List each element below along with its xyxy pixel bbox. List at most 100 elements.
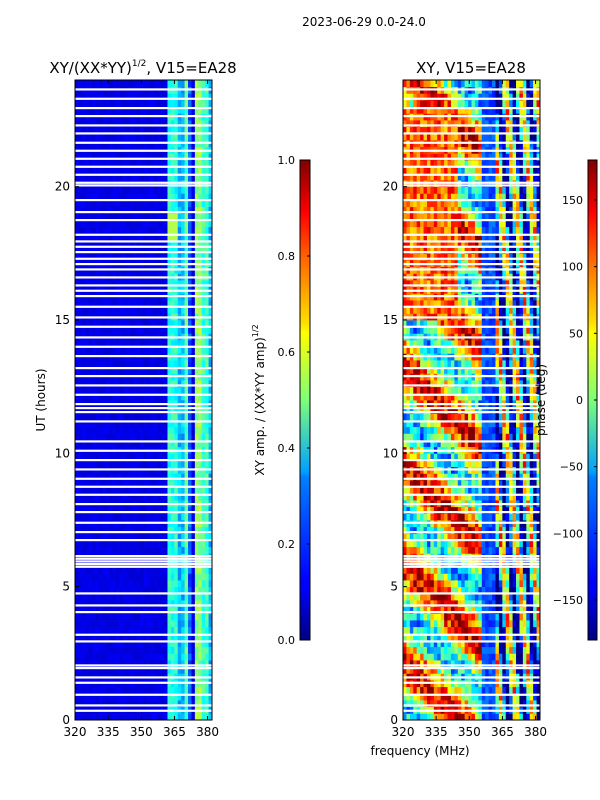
heatmap-cell — [85, 573, 90, 581]
heatmap-cell — [533, 620, 537, 628]
heatmap-cell — [95, 246, 100, 254]
flagged-row — [75, 420, 212, 423]
heatmap-cell — [85, 340, 90, 348]
heatmap-cell — [133, 473, 138, 481]
heatmap-cell — [184, 473, 189, 481]
heatmap-cell — [450, 633, 455, 641]
heatmap-cell — [205, 533, 209, 541]
heatmap-cell — [98, 646, 103, 654]
heatmap-cell — [181, 106, 185, 114]
heatmap-cell — [471, 633, 476, 641]
left-colorbar-ticks: 0.00.20.40.60.81.0 — [278, 154, 310, 647]
heatmap-cell — [129, 360, 134, 368]
heatmap-cell — [205, 306, 209, 314]
heatmap-cell — [75, 593, 79, 601]
heatmap-cell — [95, 206, 100, 214]
heatmap-cell — [153, 153, 158, 161]
heatmap-cell — [112, 646, 117, 654]
heatmap-cell — [167, 166, 172, 174]
heatmap-cell — [136, 106, 141, 114]
heatmap-cell — [205, 433, 209, 441]
heatmap-cell — [112, 426, 117, 434]
flagged-row — [75, 633, 212, 636]
heatmap-cell — [102, 666, 107, 674]
heatmap-cell — [170, 160, 175, 168]
heatmap-cell — [133, 106, 138, 114]
heatmap-cell — [164, 233, 168, 241]
heatmap-cell — [105, 700, 110, 708]
heatmap-cell — [536, 660, 540, 668]
heatmap-cell — [174, 206, 179, 214]
heatmap-cell — [122, 300, 127, 308]
heatmap-cell — [444, 586, 448, 594]
heatmap-cell — [109, 186, 114, 194]
heatmap-cell — [167, 360, 172, 368]
heatmap-cell — [146, 666, 151, 674]
heatmap-cell — [95, 393, 100, 401]
heatmap-cell — [78, 93, 83, 101]
heatmap-cell — [413, 666, 418, 674]
heatmap-cell — [133, 480, 138, 488]
heatmap-cell — [95, 406, 100, 414]
heatmap-cell — [109, 540, 114, 548]
flagged-row — [75, 124, 212, 127]
heatmap-cell — [440, 646, 445, 654]
heatmap-cell — [198, 606, 203, 614]
heatmap-cell — [160, 120, 165, 128]
heatmap-cell — [426, 633, 431, 641]
heatmap-cell — [194, 573, 199, 581]
heatmap-cell — [112, 626, 117, 634]
heatmap-cell — [522, 620, 527, 628]
heatmap-cell — [191, 526, 196, 534]
heatmap-cell — [516, 640, 520, 648]
heatmap-cell — [516, 626, 520, 634]
heatmap-cell — [143, 566, 148, 574]
heatmap-cell — [512, 713, 517, 720]
heatmap-cell — [492, 566, 496, 574]
heatmap-cell — [454, 686, 459, 694]
heatmap-cell — [109, 200, 114, 208]
heatmap-cell — [188, 233, 192, 241]
heatmap-cell — [454, 713, 459, 720]
heatmap-cell — [119, 593, 124, 601]
heatmap-cell — [98, 126, 103, 134]
flagged-row — [75, 407, 212, 410]
heatmap-cell — [191, 440, 196, 448]
heatmap-cell — [184, 440, 189, 448]
heatmap-cell — [519, 686, 524, 694]
heatmap-cell — [481, 700, 486, 708]
heatmap-cell — [102, 660, 107, 668]
heatmap-cell — [498, 626, 503, 634]
heatmap-cell — [529, 586, 534, 594]
heatmap-cell — [522, 586, 527, 594]
heatmap-cell — [170, 580, 175, 588]
heatmap-cell — [519, 693, 524, 701]
heatmap-cell — [95, 153, 100, 161]
heatmap-cell — [194, 426, 199, 434]
heatmap-cell — [488, 573, 493, 581]
heatmap-cell — [471, 606, 476, 614]
heatmap-cell — [191, 686, 196, 694]
heatmap-cell — [430, 613, 435, 621]
heatmap-cell — [191, 166, 196, 174]
heatmap-cell — [102, 360, 107, 368]
heatmap-cell — [136, 346, 141, 354]
heatmap-cell — [85, 360, 90, 368]
left-title-rest: , V15=EA28 — [146, 59, 236, 77]
heatmap-cell — [201, 246, 206, 254]
heatmap-cell — [450, 593, 455, 601]
flagged-row — [75, 384, 212, 387]
heatmap-cell — [105, 160, 110, 168]
heatmap-cell — [116, 413, 120, 421]
heatmap-cell — [140, 213, 144, 221]
heatmap-cell — [170, 653, 175, 661]
heatmap-cell — [102, 173, 107, 181]
heatmap-cell — [146, 206, 151, 214]
heatmap-cell — [109, 340, 114, 348]
heatmap-cell — [98, 300, 103, 308]
heatmap-cell — [201, 340, 206, 348]
heatmap-cell — [164, 406, 168, 414]
heatmap-cell — [122, 246, 127, 254]
heatmap-cell — [184, 406, 189, 414]
heatmap-cell — [95, 700, 100, 708]
